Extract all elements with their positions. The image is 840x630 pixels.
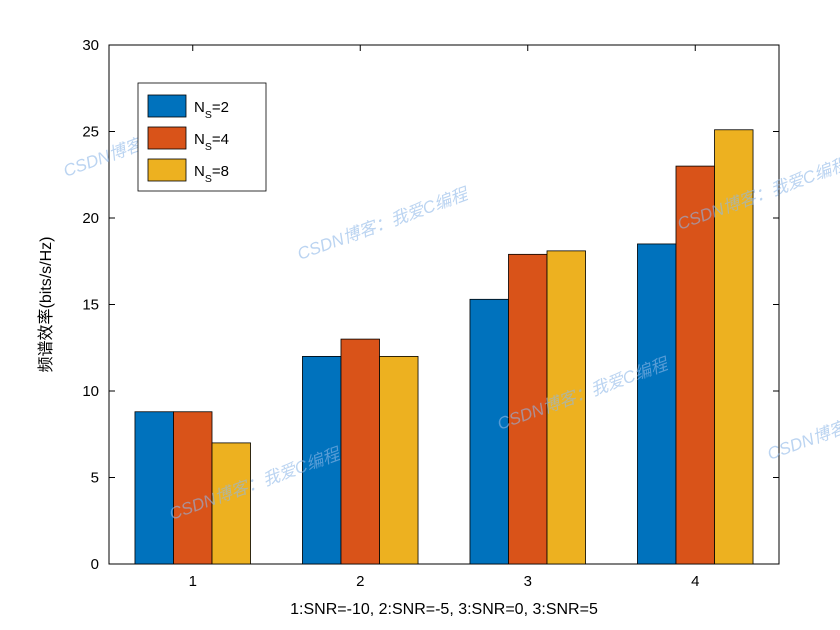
bar: [173, 412, 212, 564]
bar: [135, 412, 174, 564]
bar: [380, 356, 419, 564]
xtick-label: 4: [691, 573, 699, 590]
xtick-label: 1: [189, 573, 197, 590]
bar: [302, 356, 341, 564]
bar: [676, 166, 715, 564]
bar: [637, 244, 676, 564]
x-axis-label: 1:SNR=-10, 2:SNR=-5, 3:SNR=0, 3:SNR=5: [290, 601, 598, 618]
chart-container: 0 5 10 15 20 25 30 1 2 3 4 频谱效率(bits/s/Hz) 1:SNR=-10…: [0, 0, 840, 630]
bar: [212, 443, 251, 564]
ytick-label: 30: [82, 37, 99, 54]
xtick-label: 2: [356, 573, 364, 590]
ytick-label: 5: [91, 470, 99, 487]
bar: [341, 339, 380, 564]
bar: [715, 130, 754, 564]
bar: [547, 251, 586, 564]
legend-swatch: [148, 159, 186, 181]
bar: [470, 299, 509, 564]
y-axis-label: 频谱效率(bits/s/Hz): [37, 236, 55, 372]
ytick-label: 0: [91, 556, 99, 573]
legend-swatch: [148, 127, 186, 149]
ytick-label: 10: [82, 383, 99, 400]
ytick-label: 25: [82, 124, 99, 141]
ytick-label: 15: [82, 297, 99, 314]
bar-chart: 0 5 10 15 20 25 30 1 2 3 4 频谱效率(bits/s/Hz) 1:SNR=-10…: [0, 0, 840, 630]
bar: [508, 254, 547, 564]
legend-swatch: [148, 95, 186, 117]
ytick-label: 20: [82, 210, 99, 227]
xtick-label: 3: [524, 573, 532, 590]
